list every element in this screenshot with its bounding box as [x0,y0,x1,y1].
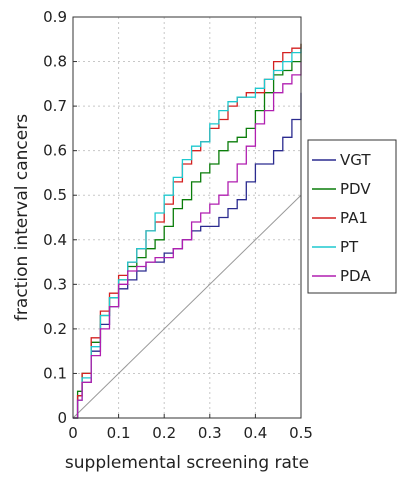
y-tick-label: 0.3 [43,275,67,293]
y-tick-label: 0.4 [43,231,67,249]
series-line-pa1 [73,43,302,419]
legend-label-pa1: PA1 [340,209,368,227]
y-tick-label: 0.1 [43,364,67,382]
x-axis-ticks: 0 0.1 0.2 0.3 0.4 0.5 [68,414,313,442]
y-tick-label: 0.8 [43,53,67,71]
series-line-pt [73,48,302,419]
y-tick-label: 0.5 [43,186,67,204]
legend-label-pt: PT [340,238,359,256]
x-tick-label: 0.4 [243,424,267,442]
x-tick-label: 0.5 [289,424,313,442]
y-tick-label: 0.2 [43,320,67,338]
legend-label-pda: PDA [340,267,371,285]
x-axis-label: supplemental screening rate [65,453,309,473]
plot-frame [72,16,302,419]
x-tick-label: 0.1 [107,424,131,442]
series-line-pdv [73,43,302,419]
legend-label-pdv: PDV [340,180,371,198]
x-tick-label: 0.2 [152,424,176,442]
series-lines [73,43,302,419]
y-tick-label: 0 [57,409,67,427]
legend: VGT PDV PA1 PT PDA [307,139,397,294]
legend-box [307,139,397,294]
series-line-pda [73,61,302,419]
y-tick-label: 0.9 [43,8,67,26]
y-axis-label: fraction interval cancers [12,114,32,321]
reference-diagonal-line [72,194,302,419]
y-tick-label: 0.6 [43,142,67,160]
x-tick-label: 0.3 [198,424,222,442]
y-axis-ticks: 0 0.1 0.2 0.3 0.4 0.5 0.6 0.7 0.8 0.9 [43,8,77,427]
y-tick-label: 0.7 [43,97,67,115]
series-line-vgt [73,92,302,419]
grid [73,17,301,418]
legend-label-vgt: VGT [340,151,371,169]
x-tick-label: 0 [68,424,78,442]
